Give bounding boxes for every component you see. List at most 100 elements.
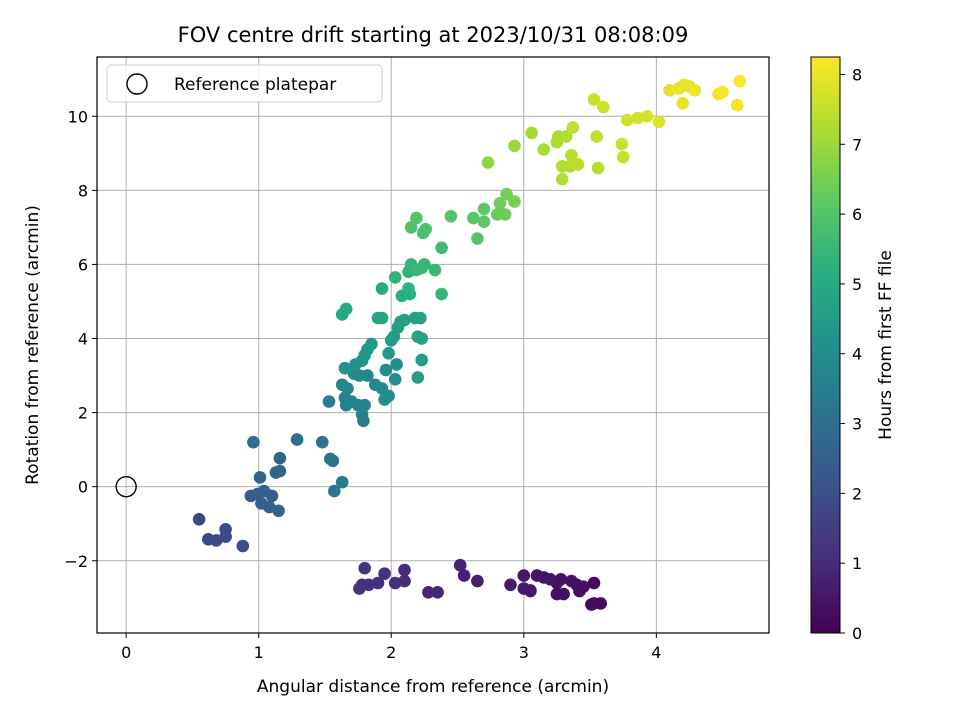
data-point bbox=[410, 263, 423, 277]
data-point bbox=[390, 358, 403, 371]
data-point bbox=[335, 475, 349, 489]
data-point bbox=[597, 100, 610, 114]
data-point bbox=[365, 337, 378, 351]
data-point bbox=[382, 347, 395, 360]
data-point bbox=[265, 489, 279, 503]
data-point bbox=[517, 569, 531, 582]
data-point bbox=[398, 563, 411, 577]
data-point bbox=[577, 580, 590, 593]
x-tick-label: 3 bbox=[519, 643, 529, 662]
data-point bbox=[415, 332, 429, 345]
data-point bbox=[410, 211, 423, 225]
data-point bbox=[525, 126, 538, 140]
data-point bbox=[419, 222, 433, 236]
data-point bbox=[591, 161, 605, 175]
data-point bbox=[361, 369, 374, 382]
data-point bbox=[371, 311, 385, 325]
y-tick-label: 4 bbox=[78, 330, 88, 349]
data-point bbox=[357, 414, 370, 428]
data-point bbox=[444, 210, 458, 223]
colorbar-tick-label: 6 bbox=[852, 205, 862, 224]
data-point bbox=[585, 598, 598, 611]
colorbar-tick-label: 7 bbox=[852, 135, 862, 154]
data-point bbox=[477, 215, 491, 229]
data-point bbox=[500, 187, 513, 201]
data-point bbox=[498, 208, 512, 221]
data-point bbox=[322, 395, 336, 408]
data-point bbox=[219, 523, 232, 536]
colorbar-tick-label: 4 bbox=[852, 345, 862, 364]
data-point bbox=[524, 584, 537, 598]
colorbar-label: Hours from first FF file bbox=[876, 250, 896, 440]
data-point bbox=[550, 587, 564, 601]
data-point bbox=[676, 97, 690, 110]
data-point bbox=[253, 471, 267, 484]
data-point bbox=[353, 582, 366, 595]
plot-frame bbox=[96, 56, 770, 634]
data-point bbox=[402, 282, 415, 295]
data-point bbox=[382, 389, 395, 403]
colorbar-ticks: 0 1 2 3 4 5 6 7 8 bbox=[840, 65, 862, 643]
data-point bbox=[431, 586, 444, 599]
data-point bbox=[471, 574, 484, 588]
data-point bbox=[493, 197, 507, 210]
data-point bbox=[339, 302, 353, 316]
y-tick-label: −2 bbox=[64, 552, 88, 571]
data-point bbox=[428, 263, 442, 277]
data-point bbox=[411, 371, 425, 384]
x-tick-label: 4 bbox=[651, 643, 661, 662]
colorbar-tick-label: 0 bbox=[852, 624, 862, 643]
data-point bbox=[422, 586, 435, 599]
colorbar-tick-label: 8 bbox=[852, 65, 862, 84]
data-point bbox=[379, 363, 393, 377]
y-tick-label: 2 bbox=[78, 404, 88, 423]
data-point bbox=[388, 576, 402, 590]
y-tick-label: 0 bbox=[78, 478, 88, 497]
legend: Reference platepar bbox=[106, 64, 383, 103]
x-tick-label: 0 bbox=[121, 643, 131, 662]
x-axis: 0 1 2 3 4 bbox=[121, 633, 661, 662]
data-point bbox=[471, 232, 484, 245]
colorbar-gradient bbox=[811, 57, 840, 633]
x-tick-label: 1 bbox=[254, 643, 264, 662]
data-point bbox=[388, 271, 402, 284]
data-point bbox=[326, 454, 340, 468]
data-point bbox=[414, 311, 427, 325]
chart-title: FOV centre drift starting at 2023/10/31 … bbox=[178, 23, 689, 47]
data-point bbox=[733, 74, 747, 88]
colorbar-tick-label: 1 bbox=[852, 554, 862, 573]
data-point bbox=[555, 172, 569, 186]
data-point bbox=[415, 353, 429, 367]
data-points bbox=[192, 74, 747, 611]
data-point bbox=[273, 464, 287, 478]
data-point bbox=[716, 85, 729, 99]
data-point bbox=[640, 110, 654, 123]
data-point bbox=[594, 597, 607, 610]
data-point bbox=[375, 282, 389, 295]
data-point bbox=[559, 130, 573, 143]
data-point bbox=[358, 561, 372, 575]
data-point bbox=[378, 567, 391, 580]
data-point bbox=[290, 433, 304, 446]
data-point bbox=[477, 202, 491, 216]
colorbar-tick-label: 5 bbox=[852, 275, 862, 294]
data-point bbox=[453, 558, 467, 572]
data-point bbox=[435, 287, 448, 301]
reference-platepar-marker bbox=[115, 475, 137, 498]
data-point bbox=[616, 150, 630, 164]
x-tick-label: 2 bbox=[386, 643, 396, 662]
data-point bbox=[730, 98, 744, 112]
data-point bbox=[652, 115, 666, 129]
data-point bbox=[338, 361, 352, 375]
data-point bbox=[247, 435, 260, 449]
y-axis-label: Rotation from reference (arcmin) bbox=[23, 205, 43, 485]
data-point bbox=[192, 513, 206, 526]
data-point bbox=[504, 578, 517, 592]
data-point bbox=[394, 315, 407, 329]
data-point bbox=[388, 373, 402, 386]
data-point bbox=[404, 221, 418, 234]
colorbar-frame bbox=[810, 56, 841, 634]
data-point bbox=[537, 143, 550, 156]
data-point bbox=[508, 139, 521, 153]
